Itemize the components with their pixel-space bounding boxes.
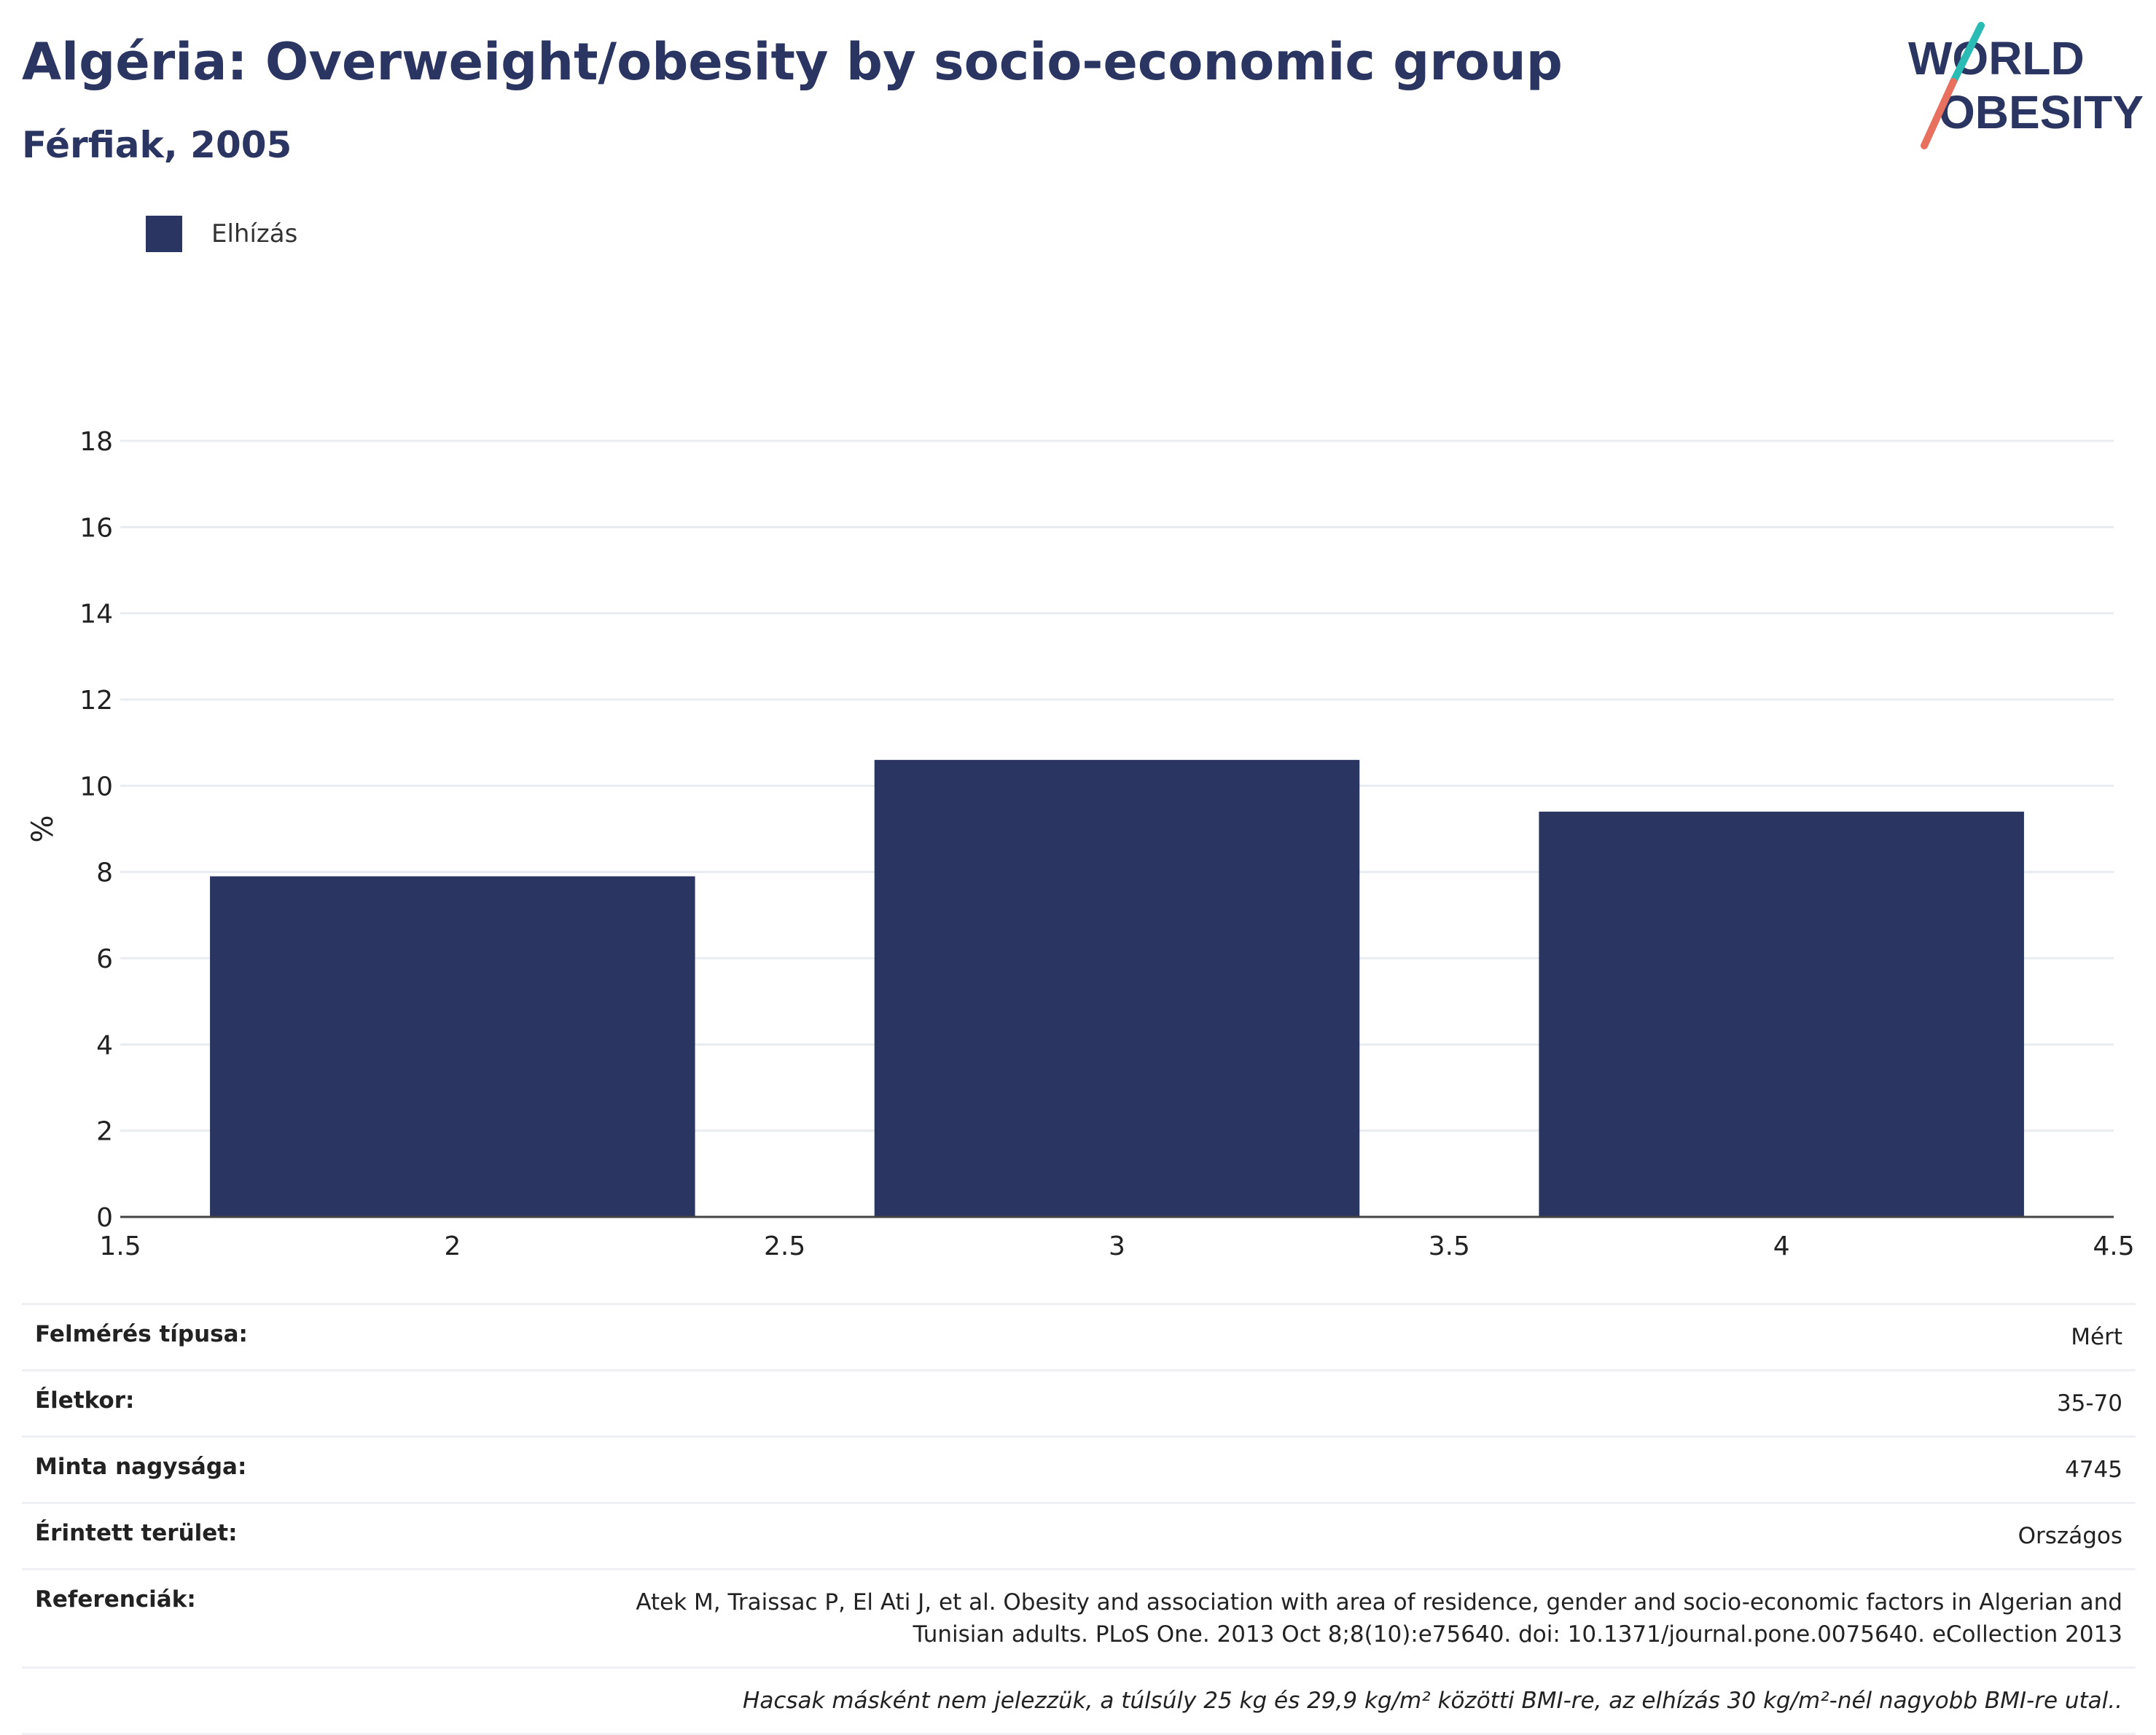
bar-chart: 0 2 4 6 8 10 12 14 16 18 1.5 2 2.5 3 3.5 4 4.5% — [26, 427, 2135, 1261]
bar — [1539, 811, 2024, 1217]
chart-title: Algéria: Overweight/obesity by socio-eco… — [22, 32, 1563, 92]
meta-value: Atek M, Traissac P, El Ati J, et al. Obe… — [413, 1568, 2136, 1668]
meta-row-sample-size: Minta nagysága: 4745 — [22, 1436, 2136, 1503]
metadata-table: Felmérés típusa: Mért Életkor: 35-70 Min… — [22, 1303, 2136, 1735]
x-tick-label: 1.5 — [99, 1231, 141, 1261]
reference-line-2: Tunisian adults. PLoS One. 2013 Oct 8;8(… — [913, 1621, 2122, 1648]
meta-value: 35-70 — [413, 1369, 2136, 1437]
meta-label: Életkor: — [22, 1369, 413, 1437]
y-tick-label: 2 — [96, 1117, 113, 1147]
meta-label: Referenciák: — [22, 1568, 413, 1668]
world-obesity-logo: WORLD OBESITY — [1908, 22, 2143, 149]
x-tick-label: 4.5 — [2093, 1231, 2134, 1261]
meta-row-survey-type: Felmérés típusa: Mért — [22, 1303, 2136, 1371]
meta-value: 4745 — [413, 1436, 2136, 1503]
chart-subtitle: Férfiak, 2005 — [22, 124, 292, 166]
y-axis-label: % — [26, 815, 60, 842]
legend-label: Elhízás — [211, 219, 298, 248]
logo-line1: WORLD — [1908, 32, 2085, 85]
y-tick-label: 16 — [79, 513, 113, 543]
meta-label: Érintett terület: — [22, 1502, 413, 1570]
meta-row-references: Referenciák: Atek M, Traissac P, El Ati … — [22, 1568, 2136, 1668]
meta-row-area: Érintett terület: Országos — [22, 1502, 2136, 1570]
meta-value: Mért — [413, 1303, 2136, 1371]
x-tick-label: 4 — [1773, 1231, 1790, 1261]
bar — [210, 876, 695, 1217]
x-tick-label: 2.5 — [764, 1231, 805, 1261]
bar — [874, 759, 1360, 1217]
y-tick-label: 12 — [79, 686, 113, 716]
y-tick-label: 18 — [79, 427, 113, 457]
meta-label: Felmérés típusa: — [22, 1303, 413, 1371]
y-tick-label: 6 — [96, 944, 113, 974]
y-tick-label: 8 — [96, 858, 113, 888]
y-tick-label: 10 — [79, 772, 113, 802]
y-tick-label: 14 — [79, 600, 113, 630]
footnote: Hacsak másként nem jelezzük, a túlsúly 2… — [22, 1667, 2136, 1735]
meta-row-age: Életkor: 35-70 — [22, 1369, 2136, 1437]
x-tick-label: 3.5 — [1429, 1231, 1470, 1261]
logo-line2: OBESITY — [1939, 86, 2143, 138]
meta-value: Országos — [413, 1502, 2136, 1570]
logo-slash-teal — [1950, 22, 1985, 85]
logo-slash-coral — [1921, 78, 1957, 149]
legend-swatch — [146, 216, 182, 252]
x-tick-label: 2 — [444, 1231, 461, 1261]
meta-row-note: Hacsak másként nem jelezzük, a túlsúly 2… — [22, 1667, 2136, 1735]
legend: Elhízás — [146, 216, 297, 252]
y-tick-label: 4 — [96, 1030, 113, 1060]
y-tick-label: 0 — [96, 1203, 113, 1233]
x-tick-label: 3 — [1109, 1231, 1125, 1261]
meta-label: Minta nagysága: — [22, 1436, 413, 1503]
reference-line-1: Atek M, Traissac P, El Ati J, et al. Obe… — [636, 1589, 2122, 1615]
